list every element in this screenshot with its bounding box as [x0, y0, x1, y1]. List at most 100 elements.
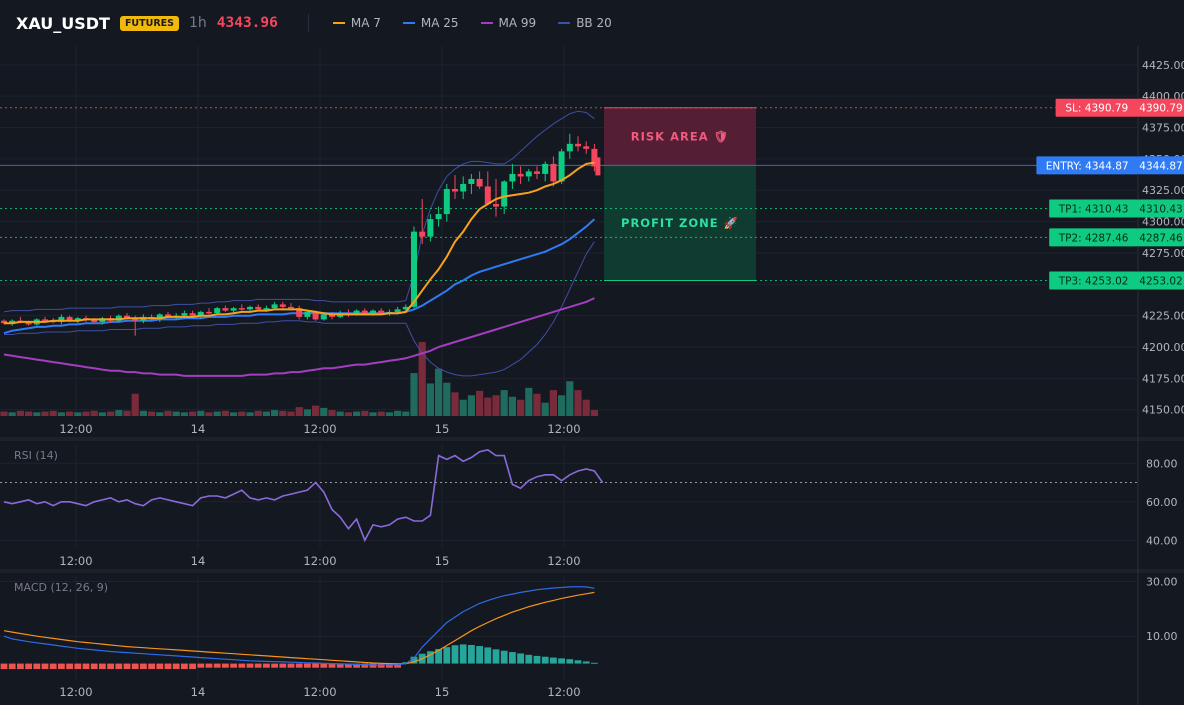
- macd-histogram-bar: [131, 663, 139, 670]
- candle-body[interactable]: [591, 148, 598, 167]
- candle-body[interactable]: [74, 318, 81, 321]
- price-axis-tick: 4300.00: [1142, 216, 1184, 229]
- candle-body[interactable]: [288, 306, 294, 309]
- volume-bar: [221, 410, 229, 416]
- candle-body[interactable]: [189, 313, 196, 316]
- candle-body[interactable]: [271, 304, 278, 309]
- legend-ma25[interactable]: MA 25: [402, 16, 459, 30]
- candle-body[interactable]: [370, 310, 376, 314]
- candle-body[interactable]: [542, 163, 549, 174]
- candle-body[interactable]: [312, 311, 319, 320]
- price-axis-tick: 4375.00: [1142, 122, 1184, 135]
- candle-body[interactable]: [361, 310, 368, 314]
- candle-body[interactable]: [501, 181, 508, 207]
- macd-histogram-bar: [386, 663, 393, 668]
- candle-body[interactable]: [206, 311, 212, 314]
- macd-histogram-bar: [582, 661, 590, 664]
- macd-histogram-bar: [517, 653, 524, 664]
- candle-body[interactable]: [165, 314, 171, 317]
- candle-body[interactable]: [329, 314, 335, 317]
- candle-body[interactable]: [197, 311, 204, 316]
- candle-body[interactable]: [493, 204, 499, 207]
- candle-body[interactable]: [402, 306, 409, 310]
- legend-ma99[interactable]: MA 99: [480, 16, 536, 30]
- candle-body[interactable]: [181, 313, 188, 316]
- price-axis-tick: 4175.00: [1142, 372, 1184, 385]
- axis-tag-text-tp1: 4310.43: [1139, 204, 1182, 216]
- macd-histogram-bar: [410, 656, 418, 664]
- candle-body[interactable]: [42, 319, 48, 321]
- candle-body[interactable]: [230, 308, 237, 311]
- macd-histogram-bar: [238, 663, 246, 668]
- candle-body[interactable]: [534, 171, 540, 174]
- volume-bar: [213, 411, 221, 416]
- candle-body[interactable]: [25, 321, 32, 325]
- candle-body[interactable]: [296, 308, 303, 317]
- axis-tag-sl: [1138, 98, 1184, 117]
- candle-body[interactable]: [468, 178, 475, 184]
- candle-body[interactable]: [1, 320, 7, 324]
- candle-body[interactable]: [419, 231, 426, 237]
- candle-body[interactable]: [525, 171, 532, 177]
- candle-body[interactable]: [484, 186, 491, 205]
- candle-body[interactable]: [91, 319, 98, 322]
- legend-bb20[interactable]: BB 20: [558, 16, 612, 30]
- macd-histogram-bar: [312, 663, 319, 668]
- candle-body[interactable]: [476, 178, 483, 187]
- candle-body[interactable]: [9, 320, 16, 324]
- candle-body[interactable]: [566, 143, 573, 152]
- legend-ma7[interactable]: MA 7: [332, 16, 381, 30]
- volume-bar: [590, 410, 598, 416]
- candle-body[interactable]: [394, 309, 401, 312]
- candle-body[interactable]: [320, 314, 327, 320]
- volume-bar: [25, 411, 33, 416]
- macd-histogram-bar: [230, 663, 237, 668]
- candle-body[interactable]: [443, 188, 450, 215]
- candle-body[interactable]: [427, 219, 434, 237]
- candle-body[interactable]: [66, 316, 73, 321]
- last-price: 4343.96: [216, 15, 278, 31]
- volume-bar: [418, 342, 426, 416]
- candle-body[interactable]: [550, 163, 557, 182]
- volume-bar: [377, 411, 385, 416]
- candle-body[interactable]: [378, 310, 385, 314]
- symbol-name[interactable]: XAU_USDT: [16, 13, 110, 33]
- candle-body[interactable]: [279, 304, 286, 307]
- candle-body[interactable]: [411, 231, 417, 307]
- macd-histogram-bar: [287, 663, 295, 668]
- volume-bar: [320, 407, 328, 416]
- volume-bar: [328, 410, 336, 416]
- rsi-time-label: 12:00: [59, 554, 92, 568]
- interval-label[interactable]: 1h: [188, 15, 207, 31]
- candle-body[interactable]: [509, 173, 516, 182]
- candle-body[interactable]: [452, 188, 458, 192]
- volume-bar: [123, 410, 131, 416]
- chart-header: XAU_USDT FUTURES 1h 4343.96 MA 7 MA 25 M…: [0, 0, 1184, 46]
- candle-body[interactable]: [304, 311, 311, 317]
- candle-body[interactable]: [247, 306, 253, 310]
- macd-histogram-bar: [33, 663, 41, 670]
- candle-body[interactable]: [460, 183, 467, 192]
- candle-body[interactable]: [255, 306, 262, 310]
- candle-body[interactable]: [222, 308, 229, 311]
- candle-body[interactable]: [263, 308, 270, 310]
- candle-body[interactable]: [214, 308, 221, 314]
- macd-histogram-bar: [533, 655, 541, 664]
- candle-body[interactable]: [517, 173, 524, 177]
- volume-bar: [74, 412, 82, 416]
- candle-body[interactable]: [558, 151, 565, 182]
- volume-bar: [66, 411, 74, 416]
- candle-body[interactable]: [435, 214, 442, 220]
- macd-line: [3, 586, 595, 666]
- candle-body[interactable]: [58, 316, 65, 322]
- candle-body[interactable]: [132, 318, 139, 321]
- level-tag-text-tp2: TP2: 4287.46: [1058, 232, 1129, 244]
- candle-body[interactable]: [583, 146, 590, 149]
- candle-body[interactable]: [353, 310, 360, 315]
- candle-body[interactable]: [124, 315, 130, 319]
- candle-body[interactable]: [156, 314, 163, 320]
- candle-body[interactable]: [115, 315, 122, 321]
- candle-body[interactable]: [238, 308, 245, 310]
- candle-body[interactable]: [575, 143, 581, 147]
